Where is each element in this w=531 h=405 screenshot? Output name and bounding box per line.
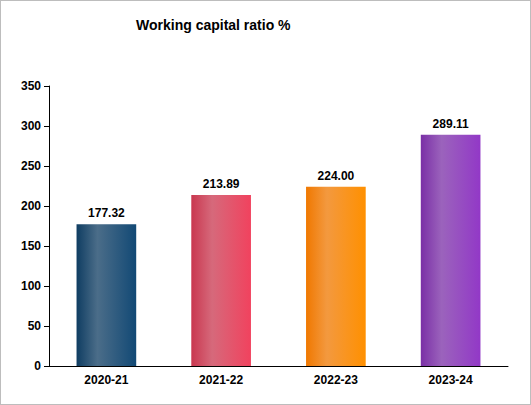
svg-text:Working capital ratio %: Working capital ratio % (136, 17, 291, 33)
svg-text:2023-24: 2023-24 (429, 373, 473, 387)
svg-text:100: 100 (21, 279, 41, 293)
svg-text:2020-21: 2020-21 (84, 373, 128, 387)
svg-text:224.00: 224.00 (318, 169, 355, 183)
svg-text:0: 0 (34, 359, 41, 373)
svg-text:250: 250 (21, 159, 41, 173)
svg-text:300: 300 (21, 119, 41, 133)
svg-text:177.32: 177.32 (88, 206, 125, 220)
svg-text:213.89: 213.89 (203, 177, 240, 191)
svg-text:2022-23: 2022-23 (314, 373, 358, 387)
svg-text:150: 150 (21, 239, 41, 253)
svg-text:2021-22: 2021-22 (199, 373, 243, 387)
svg-text:200: 200 (21, 199, 41, 213)
svg-text:350: 350 (21, 79, 41, 93)
svg-text:50: 50 (28, 319, 42, 333)
svg-text:289.11: 289.11 (433, 117, 469, 131)
